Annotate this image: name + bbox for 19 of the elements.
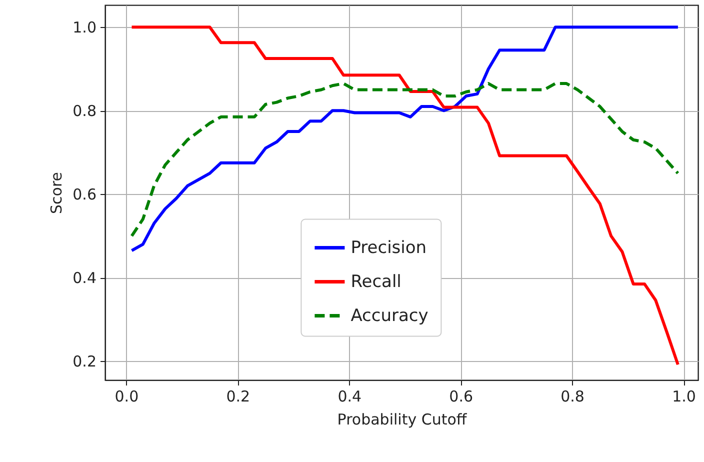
legend-label: Precision	[350, 238, 427, 258]
legend-label: Accuracy	[350, 306, 428, 326]
y-tick-label: 0.6	[72, 186, 96, 204]
x-tick-label: 1.0	[672, 388, 696, 406]
y-tick-label: 1.0	[72, 18, 96, 37]
x-axis-title: Probability Cutoff	[337, 410, 468, 428]
x-tick-label: 0.8	[560, 388, 584, 406]
y-tick-label: 0.8	[72, 102, 96, 120]
legend-label: Recall	[350, 272, 402, 292]
line-series	[130, 82, 680, 238]
x-tick-label: 0.0	[114, 388, 139, 406]
x-tick-label: 0.2	[226, 388, 250, 406]
y-tick-label: 0.4	[72, 269, 96, 288]
x-tick-label: 0.4	[338, 388, 362, 406]
line-series	[130, 26, 680, 252]
x-tick-label: 0.6	[449, 388, 474, 406]
y-tick-label: 0.2	[72, 352, 96, 371]
y-axis-title: Score	[48, 172, 66, 214]
line-series	[130, 26, 680, 366]
